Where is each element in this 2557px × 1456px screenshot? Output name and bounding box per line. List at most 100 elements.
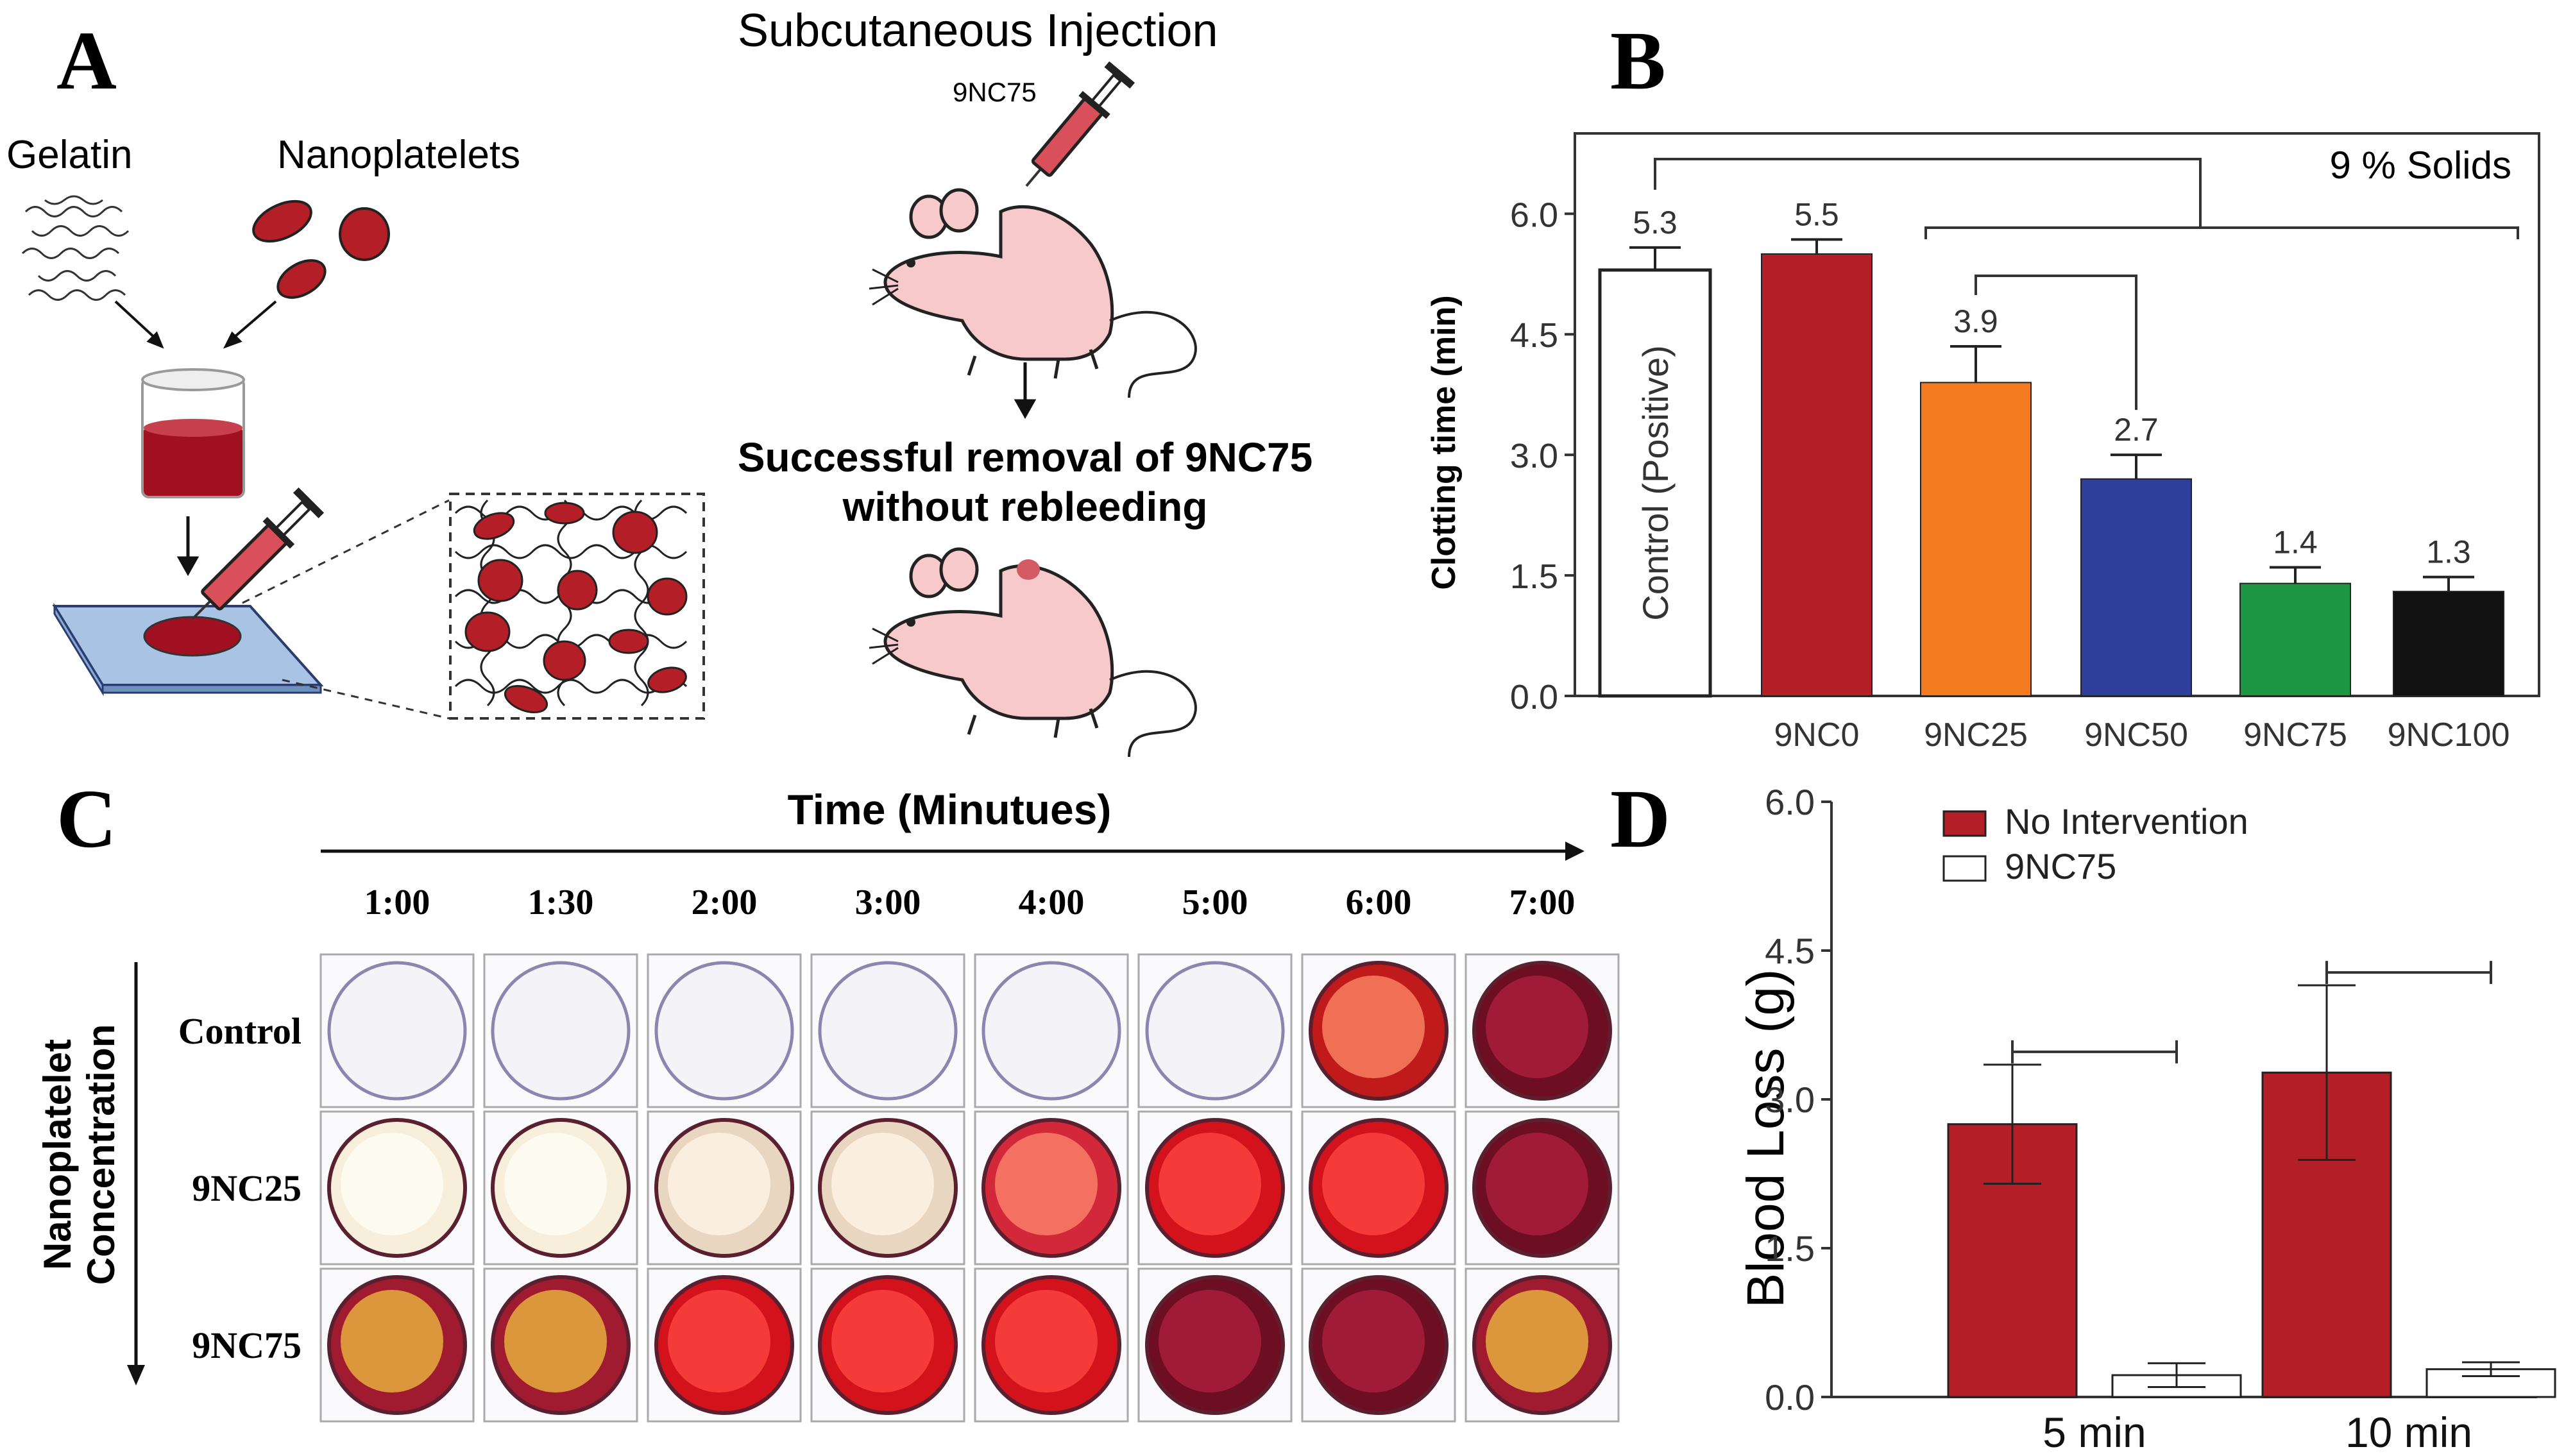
time-label: 1:30 [528,883,594,922]
injection-syringe-icon [1025,61,1135,187]
mouse-icon [869,547,1197,758]
panel-a: A Gelatin Nanoplatelets [6,5,1312,758]
well-highlight [668,1133,770,1235]
chart-b-ytick-label: 4.5 [1510,316,1558,355]
time-label: 1:00 [364,883,430,922]
panel-d-bloodloss-chart: D Blood Loss (g) 0.0 1.5 3.0 4.5 6.0 5 min 10 … [1610,773,2556,1456]
chart-b-value-label: 1.4 [2273,525,2318,561]
well-highlight [1159,1133,1261,1235]
chart-d-legend-swatch [1942,855,1987,882]
result-line-2: without rebleeding [842,484,1208,530]
result-line-1: Successful removal of 9NC75 [738,434,1312,480]
well-highlight [1486,976,1588,1078]
chart-b-significance-bracket [1654,158,2202,228]
well-highlight [504,976,607,1078]
panel-c-wells: C Time (Minutues) Nanoplatelet Concentra… [36,773,1620,1423]
panel-c-label: C [56,773,117,865]
well-highlight [341,1133,443,1235]
mixing-arrows [114,300,277,349]
time-title: Time (Minutues) [788,786,1112,833]
chart-b-value-label: 3.9 [1953,303,1998,339]
nanoplatelet-discs-icon [252,199,390,299]
chart-d-ytick-label: 4.5 [1765,931,1815,971]
time-label: 5:00 [1182,883,1248,922]
well-highlight [995,1133,1098,1235]
chart-d-category-label: 5 min [2043,1409,2146,1456]
zoom-lines [242,499,450,720]
chart-b-value-label: 5.5 [1794,196,1839,232]
chart-b-ytick-label: 1.5 [1510,557,1558,596]
well-highlight [831,976,934,1078]
chart-b-frame [1574,132,2540,697]
well-highlight [1159,976,1261,1078]
chart-b-ytick-label: 6.0 [1510,196,1558,234]
panel-b-clotting-chart: B 9 % Solids Clotting time (min) 0.0 1.5 3… [1425,15,2540,754]
syringe-label: 9NC75 [953,77,1037,107]
well-highlight [341,1290,443,1393]
chart-d-significance-bracket [2325,961,2492,985]
well-highlight [1486,1290,1588,1393]
chart-d-ylabel: Blood Loss (g) [1737,969,1795,1308]
chart-b-significance-bracket [1975,275,2137,411]
well-highlight [504,1133,607,1235]
chart-d-ytick-label: 6.0 [1765,782,1815,822]
chart-d-legend-label: No Intervention [2005,801,2248,842]
well-highlight [668,1290,770,1393]
chart-b-ytick-label: 3.0 [1510,437,1558,475]
well-highlight [1322,1133,1425,1235]
time-label: 2:00 [692,883,758,922]
chart-b-bar [2080,478,2192,697]
well-highlight [831,1290,934,1393]
chart-b-control-bar-text: Control (Positive) [1635,345,1676,620]
gelatin-label: Gelatin [6,133,132,177]
chart-d-ytick-label: 3.0 [1765,1079,1815,1120]
chart-b-bar [2393,591,2504,697]
chart-b-category-label: 9NC75 [2243,716,2347,754]
hydrogel-network-icon [449,493,705,720]
mouse-icon [869,188,1197,398]
syringe-icon [191,487,325,620]
chart-b-bar [2239,582,2351,697]
chart-b-category-label: 9NC50 [2084,716,2188,754]
row-label: 9NC25 [192,1167,302,1209]
chart-b-significance-bracket [1924,226,2519,239]
chart-d-legend-swatch [1942,810,1987,837]
chart-b-category-label: 9NC0 [1774,716,1860,754]
well-highlight [995,1290,1098,1393]
side-title-line-2: Concentration [80,1024,123,1285]
well-highlight [668,976,770,1078]
injection-title: Subcutaneous Injection [738,5,1218,56]
chart-b-value-label: 1.3 [2426,534,2471,570]
chart-b-bar [1761,253,1873,697]
well-highlight [1322,1290,1425,1393]
chart-d-ytick-label: 1.5 [1765,1228,1815,1269]
well-highlight [1159,1290,1261,1393]
well-highlight [1486,1133,1588,1235]
side-arrow [127,962,145,1385]
beaker-icon [141,368,245,498]
well-highlight [995,976,1098,1078]
panel-b-label: B [1610,15,1666,107]
side-title-line-1: Nanoplatelet [36,1039,79,1270]
solids-label: 9 % Solids [2330,144,2511,187]
panel-a-label: A [56,15,117,107]
chart-b-value-label: 2.7 [2114,412,2159,448]
glass-plate-icon [52,602,324,697]
chart-d-ytick-label: 0.0 [1765,1377,1815,1418]
time-label: 6:00 [1346,883,1412,922]
well-highlight [1322,976,1425,1078]
chart-b-category-label: 9NC100 [2388,716,2510,754]
time-label: 3:00 [855,883,921,922]
panel-d-label: D [1610,773,1670,865]
chart-b-category-label: 9NC25 [1924,716,2028,754]
time-label: 7:00 [1509,883,1576,922]
chart-b-bar [1598,268,1712,698]
chart-d-significance-bracket [2011,1040,2178,1063]
chart-d-legend-label: 9NC75 [2005,846,2116,886]
time-arrow [321,842,1584,861]
row-label: 9NC75 [192,1325,302,1366]
well-highlight [504,1290,607,1393]
well-highlight [831,1133,934,1235]
well-highlight [341,976,443,1078]
